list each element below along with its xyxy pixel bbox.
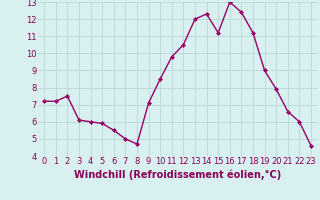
X-axis label: Windchill (Refroidissement éolien,°C): Windchill (Refroidissement éolien,°C) xyxy=(74,169,281,180)
